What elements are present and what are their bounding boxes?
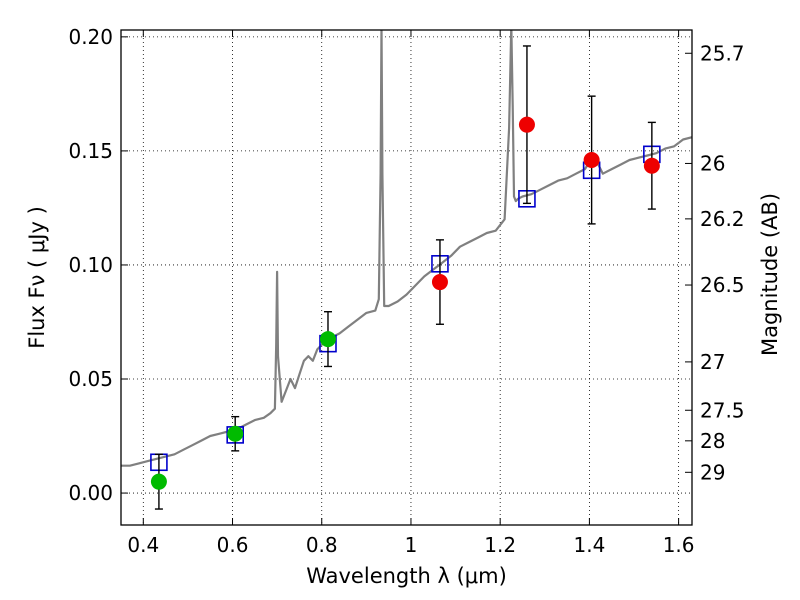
mag-tick-label: 26.5: [700, 273, 745, 297]
mag-tick-label: 27.5: [700, 398, 745, 422]
x-tick-label: 0.8: [306, 533, 338, 557]
y-tick-label: 0.05: [68, 367, 113, 391]
axis-ticks: 0.4 0.6 0.8 1 1.2 1.4 1.6 0.00 0.05 0.10 0.15 0.20 2…: [68, 25, 744, 557]
mag-tick-label: 26.2: [700, 207, 745, 231]
plot-frame: [120, 29, 693, 526]
plot-area: [121, 30, 692, 510]
y-tick-label: 0.10: [68, 253, 113, 277]
x-tick-label: 1.4: [573, 533, 605, 557]
observed-point: [319, 331, 336, 348]
mag-tick-label: 29: [700, 460, 725, 484]
observed-point: [227, 425, 244, 442]
observed-point: [583, 152, 600, 169]
x-tick-label: 1.2: [484, 533, 516, 557]
y-tick-label: 0.20: [68, 25, 113, 49]
observed-point: [431, 274, 448, 291]
y-axis-title: Flux Fν ( μJy ): [25, 206, 49, 349]
y-tick-label: 0.15: [68, 139, 113, 163]
mag-tick-label: 28: [700, 429, 725, 453]
x-tick-label: 1: [405, 533, 418, 557]
mag-tick-label: 26: [700, 151, 725, 175]
x-tick-label: 0.6: [217, 533, 249, 557]
observed-point: [643, 157, 660, 174]
mag-tick-label: 25.7: [700, 41, 745, 65]
mag-tick-label: 27: [700, 350, 725, 374]
observed-point: [150, 473, 167, 490]
y2-axis-title: Magnitude (AB): [758, 193, 782, 356]
x-axis-title: Wavelength λ (μm): [306, 564, 507, 588]
observed-point: [518, 116, 535, 133]
y-tick-label: 0.00: [68, 481, 113, 505]
x-tick-label: 1.6: [663, 533, 695, 557]
x-tick-label: 0.4: [127, 533, 159, 557]
